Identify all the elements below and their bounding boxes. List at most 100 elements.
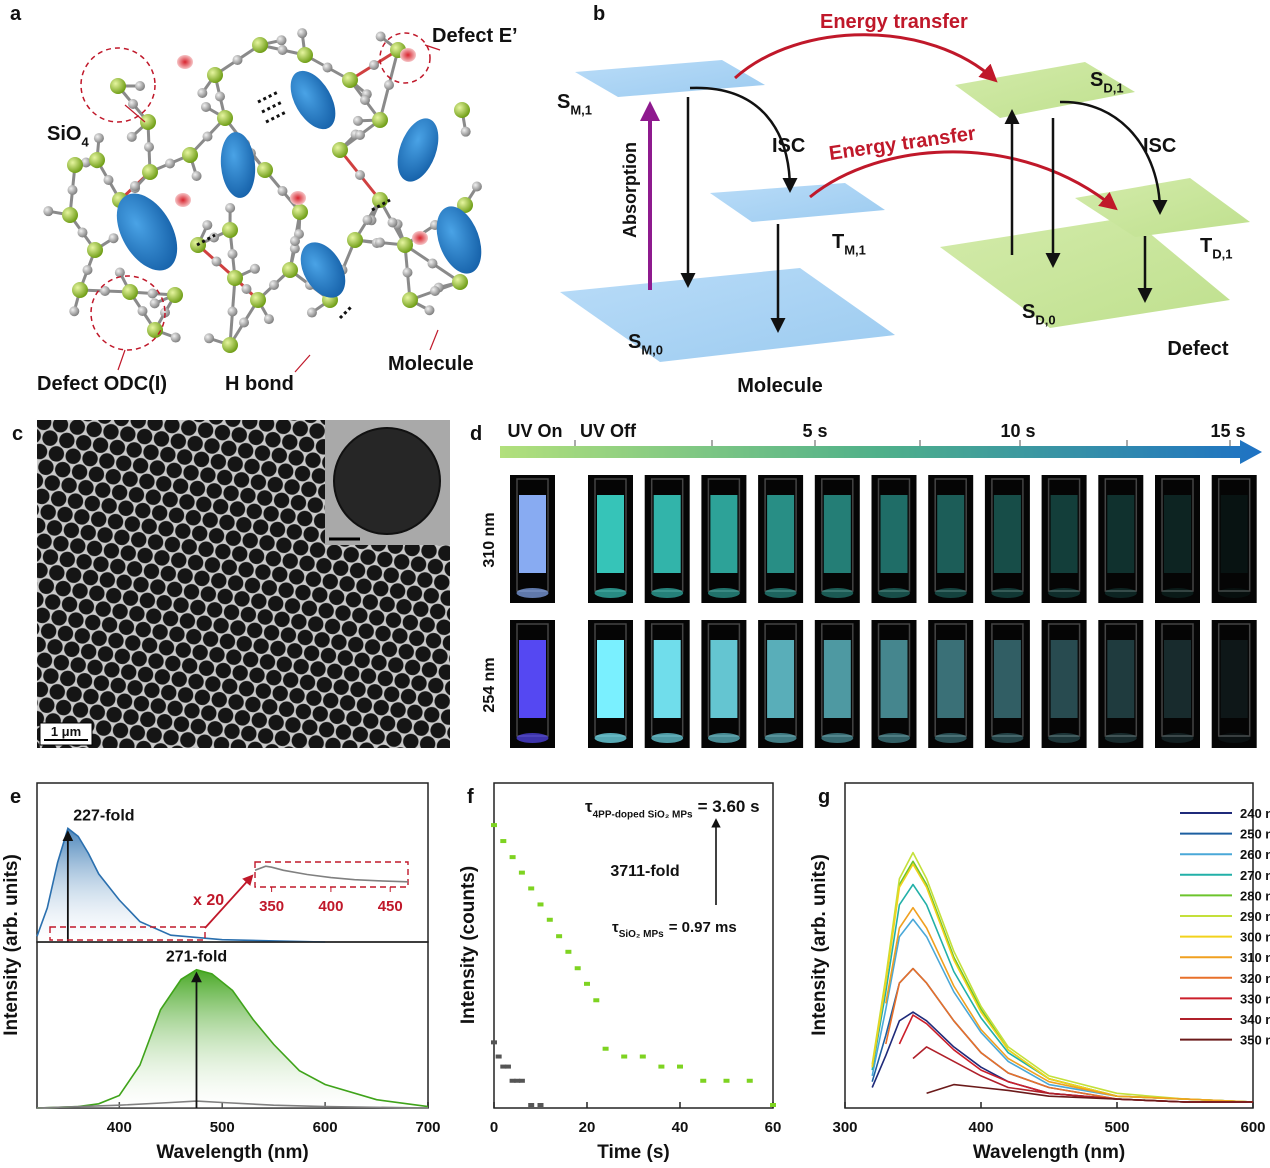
label: τ4PP-doped SiO₂ MPs = 3.60 s	[585, 797, 760, 820]
label-main: S	[1022, 301, 1035, 323]
silicon-atom	[147, 322, 163, 338]
label: Time (s)	[597, 1142, 670, 1163]
oxygen-atom	[232, 55, 243, 65]
label-sub: M,1	[570, 102, 592, 117]
oxygen-atom	[200, 101, 211, 112]
label: Intensity (counts)	[458, 866, 479, 1024]
label: Energy transfer	[828, 123, 978, 165]
label: 310 nm	[1240, 950, 1270, 965]
oxygen-atom	[249, 263, 260, 274]
label: 350 nm	[1240, 1033, 1270, 1048]
defect-site	[400, 48, 416, 62]
oxygen-atom	[263, 314, 274, 325]
label-sub: 4	[81, 134, 89, 149]
glow	[767, 495, 795, 573]
plot-frame	[844, 782, 1254, 1109]
cuvette	[821, 623, 854, 737]
label: 450	[378, 898, 403, 915]
label: a	[10, 3, 22, 25]
label: Defect E’	[432, 25, 518, 47]
glow	[1164, 495, 1191, 573]
data-point	[509, 855, 516, 860]
glow	[880, 495, 908, 573]
silicon-atom	[282, 262, 298, 278]
arrow	[689, 86, 798, 193]
energy-level	[560, 268, 895, 362]
silicon-atom	[257, 162, 273, 178]
oxygen-atom	[290, 236, 300, 246]
glow-base	[764, 733, 797, 743]
glow-base	[516, 588, 549, 598]
cuvette	[1104, 623, 1138, 737]
defect-site	[175, 193, 191, 207]
glow-base	[1161, 733, 1194, 743]
data-point	[602, 1046, 609, 1051]
oxygen-atom	[202, 220, 213, 231]
label-sub: D,1	[1212, 246, 1232, 261]
glow-base	[516, 733, 549, 743]
spectrum-line	[926, 1083, 1253, 1103]
cuvette	[877, 623, 911, 737]
oxygen-atom	[427, 258, 438, 269]
glow-base	[878, 588, 910, 598]
zoom-region	[49, 926, 206, 941]
leader	[294, 354, 311, 373]
oxygen-atom	[160, 307, 170, 318]
label: 227-fold	[73, 807, 134, 824]
arrow	[1059, 100, 1168, 215]
label-main: τ	[585, 797, 593, 816]
label: Wavelength (nm)	[156, 1142, 308, 1163]
glow	[519, 495, 546, 573]
data-point	[504, 1064, 511, 1069]
glow	[1050, 495, 1078, 573]
cuvette	[707, 478, 741, 592]
label: 280 nm	[1240, 888, 1270, 903]
label: TM,1	[832, 231, 866, 257]
silicon-atom	[227, 270, 243, 286]
label: SD,1	[1090, 69, 1124, 95]
molecule	[116, 193, 178, 271]
cuvette	[1104, 478, 1138, 592]
oxygen-atom	[297, 28, 308, 39]
defect-ring	[90, 275, 166, 351]
spectrum-line	[871, 918, 1254, 1103]
energy-level	[575, 60, 765, 97]
data-point	[584, 981, 590, 986]
silicon-atom	[182, 147, 198, 163]
label: x 20	[193, 892, 224, 909]
spectrum-line	[885, 906, 1254, 1103]
glow	[710, 640, 738, 718]
data-point	[621, 1054, 628, 1059]
silicon-atom	[67, 157, 83, 173]
label: 330 nm	[1240, 991, 1270, 1006]
cuvette	[934, 623, 967, 737]
label: H bond	[225, 373, 294, 395]
cuvette	[1161, 623, 1194, 737]
oxygen-atom	[209, 232, 219, 243]
label: SD,0	[1022, 301, 1056, 327]
data-point	[723, 1078, 730, 1083]
label: 271-fold	[166, 949, 227, 966]
oxygen-atom	[277, 186, 288, 196]
data-point	[500, 839, 507, 844]
oxygen-atom	[402, 267, 413, 278]
label: b	[593, 3, 605, 25]
data-point	[556, 934, 563, 939]
spectrum-line	[871, 851, 1254, 1103]
glow-base	[594, 733, 627, 743]
oxygen-atom	[130, 181, 140, 191]
data-point	[528, 1103, 535, 1107]
silicon-atom	[87, 242, 103, 258]
oxygen-atom	[126, 131, 137, 142]
oxygen-atom	[215, 91, 225, 102]
oxygen-atom	[69, 306, 80, 317]
molecule	[397, 118, 439, 182]
label: SiO4	[47, 123, 89, 149]
arrow	[809, 150, 1118, 211]
label: Molecule	[388, 353, 474, 375]
oxygen-atom	[239, 317, 249, 328]
data-point	[495, 1054, 502, 1059]
label: 15 s	[1210, 421, 1245, 441]
cuvette	[1217, 623, 1251, 737]
